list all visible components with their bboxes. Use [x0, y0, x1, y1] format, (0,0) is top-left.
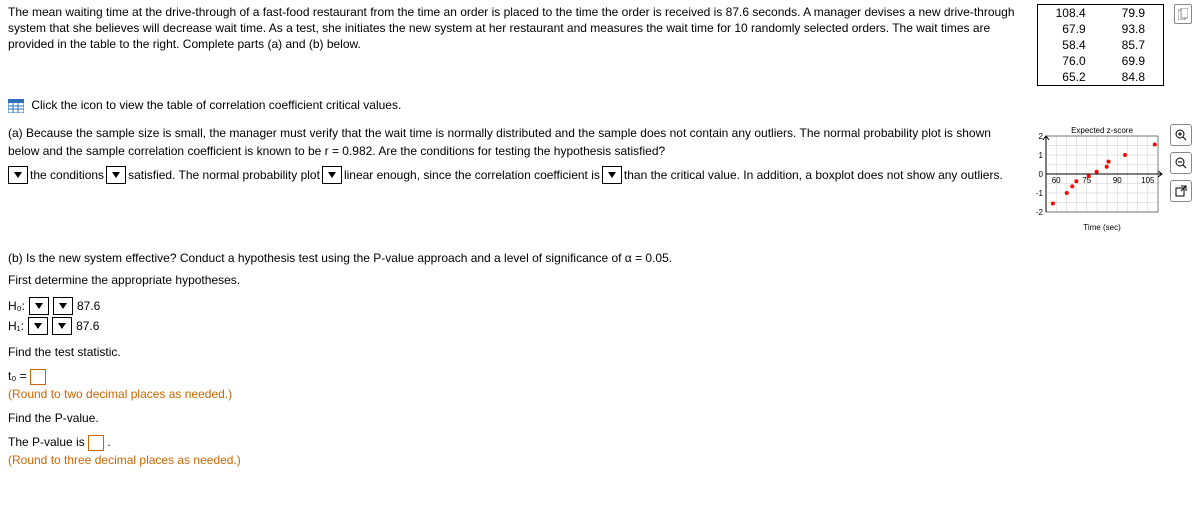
dropdown-h1-op[interactable] [52, 317, 72, 335]
p-value-input[interactable] [88, 435, 104, 451]
problem-statement: The mean waiting time at the drive-throu… [8, 4, 1027, 53]
svg-text:0: 0 [1039, 170, 1044, 179]
zoom-out-icon[interactable] [1170, 152, 1192, 174]
sentence-frag-2: satisfied. The normal probability plot [128, 166, 320, 184]
svg-text:90: 90 [1113, 176, 1122, 185]
popout-icon[interactable] [1170, 180, 1192, 202]
round-hint-3dp: (Round to three decimal places as needed… [8, 451, 1192, 469]
svg-text:-2: -2 [1036, 208, 1044, 217]
dropdown-satisfied[interactable] [106, 166, 126, 184]
table-cell: 79.9 [1104, 5, 1164, 22]
normal-probability-plot: Expected z-score210-1-2607590105Time (se… [1024, 124, 1164, 239]
svg-text:Time (sec): Time (sec) [1083, 223, 1121, 232]
dropdown-compare[interactable] [602, 166, 622, 184]
table-cell: 108.4 [1037, 5, 1104, 22]
dropdown-h0-param[interactable] [29, 297, 49, 315]
part-b-intro: (b) Is the new system effective? Conduct… [8, 249, 1192, 267]
table-cell: 76.0 [1037, 53, 1104, 69]
table-cell: 84.8 [1104, 69, 1164, 86]
table-cell: 65.2 [1037, 69, 1104, 86]
dropdown-h0-op[interactable] [53, 297, 73, 315]
zoom-in-icon[interactable] [1170, 124, 1192, 146]
t0-input[interactable] [30, 369, 46, 385]
critical-values-link[interactable]: Click the icon to view the table of corr… [31, 98, 401, 112]
h1-label: H₁: [8, 317, 24, 335]
critical-values-link-row: Click the icon to view the table of corr… [8, 96, 1192, 114]
copy-icon[interactable] [1174, 4, 1192, 24]
find-test-statistic: Find the test statistic. [8, 343, 1192, 361]
svg-text:1: 1 [1039, 151, 1044, 160]
table-cell: 67.9 [1037, 21, 1104, 37]
round-hint-2dp: (Round to two decimal places as needed.) [8, 385, 1192, 403]
sentence-frag-3: linear enough, since the correlation coe… [344, 166, 600, 184]
svg-text:Expected z-score: Expected z-score [1071, 126, 1133, 135]
svg-text:2: 2 [1039, 132, 1044, 141]
h1-value: 87.6 [76, 317, 99, 335]
table-cell: 93.8 [1104, 21, 1164, 37]
sentence-frag-4: than the critical value. In addition, a … [624, 166, 1003, 184]
dropdown-h1-param[interactable] [28, 317, 48, 335]
find-p-value: Find the P-value. [8, 409, 1192, 427]
dropdown-linear[interactable] [322, 166, 342, 184]
dropdown-conditions-verb[interactable] [8, 166, 28, 184]
sentence-frag-1: the conditions [30, 166, 104, 184]
part-a-intro: (a) Because the sample size is small, th… [8, 124, 1010, 160]
table-cell: 58.4 [1037, 37, 1104, 53]
h0-label: H₀: [8, 297, 25, 315]
table-icon[interactable] [8, 99, 24, 113]
p-sentence-b: . [107, 435, 110, 449]
t0-label: t₀ = [8, 369, 30, 383]
table-cell: 69.9 [1104, 53, 1164, 69]
svg-text:105: 105 [1141, 176, 1155, 185]
wait-times-table: 108.479.967.993.858.485.776.069.965.284.… [1037, 4, 1164, 86]
table-cell: 85.7 [1104, 37, 1164, 53]
svg-text:-1: -1 [1036, 189, 1044, 198]
h0-value: 87.6 [77, 297, 100, 315]
p-sentence-a: The P-value is [8, 435, 88, 449]
svg-text:60: 60 [1052, 176, 1061, 185]
part-b-subhead: First determine the appropriate hypothes… [8, 271, 1192, 289]
